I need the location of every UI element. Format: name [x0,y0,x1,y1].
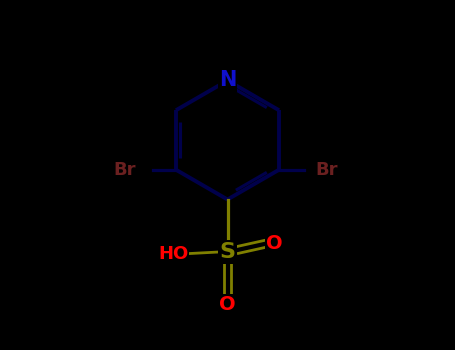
Text: HO: HO [158,245,188,263]
Text: Br: Br [316,161,338,179]
Text: N: N [219,70,236,91]
Text: Br: Br [113,161,136,179]
Text: S: S [219,242,236,262]
Text: O: O [219,295,236,314]
Text: O: O [267,234,283,253]
